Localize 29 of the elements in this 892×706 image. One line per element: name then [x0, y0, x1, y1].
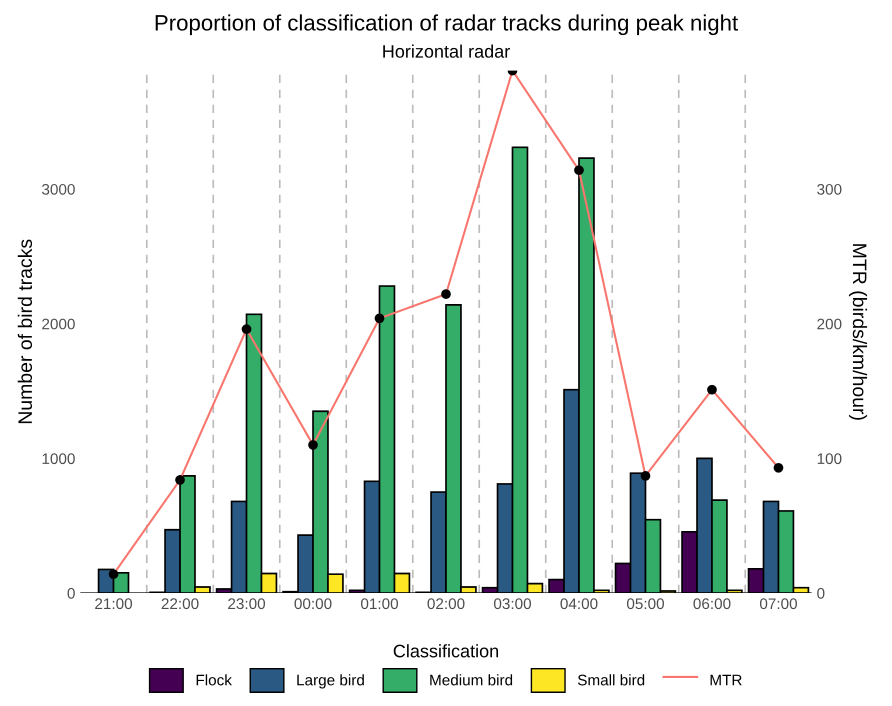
chart-title: Proportion of classification of radar tracks during peak night: [156, 14, 738, 36]
y2-axis-title: MTR (birds/km/hour): [848, 244, 868, 420]
x-tick-label: 07:00: [760, 598, 797, 610]
x-tick-label: 21:00: [95, 598, 132, 610]
y2-tick-label: 200: [817, 318, 842, 330]
x-tick-label: 00:00: [294, 598, 332, 610]
y-tick-label: 1000: [42, 453, 75, 464]
x-tick-label: 01:00: [360, 598, 398, 610]
x-tick-label: 06:00: [693, 598, 730, 610]
y2-tick-label: 300: [817, 184, 842, 195]
legend-label: Large bird: [297, 674, 364, 688]
legend-label: Small bird: [578, 674, 644, 686]
x-tick-label: 04:00: [560, 598, 598, 610]
x-tick-label: 23:00: [228, 598, 266, 610]
chart-subtitle: Horizontal radar: [383, 44, 510, 58]
x-tick-label: 05:00: [626, 598, 664, 610]
x-tick-label: 03:00: [494, 598, 532, 610]
y-tick-label: 3000: [42, 184, 75, 195]
y-tick-label: 0: [68, 588, 75, 599]
legend-label: Flock: [196, 674, 232, 686]
legend-title: Classification: [394, 644, 498, 658]
legend-label: Medium bird: [430, 674, 512, 686]
x-tick-label: 22:00: [162, 598, 199, 610]
y2-tick-label: 100: [818, 453, 842, 464]
y-tick-label: 2000: [42, 318, 75, 330]
y2-tick-label: 0: [817, 588, 824, 599]
y-axis-title: Number of bird tracks: [18, 240, 32, 424]
x-tick-label: 02:00: [427, 598, 465, 610]
legend-label: MTR: [710, 674, 742, 686]
